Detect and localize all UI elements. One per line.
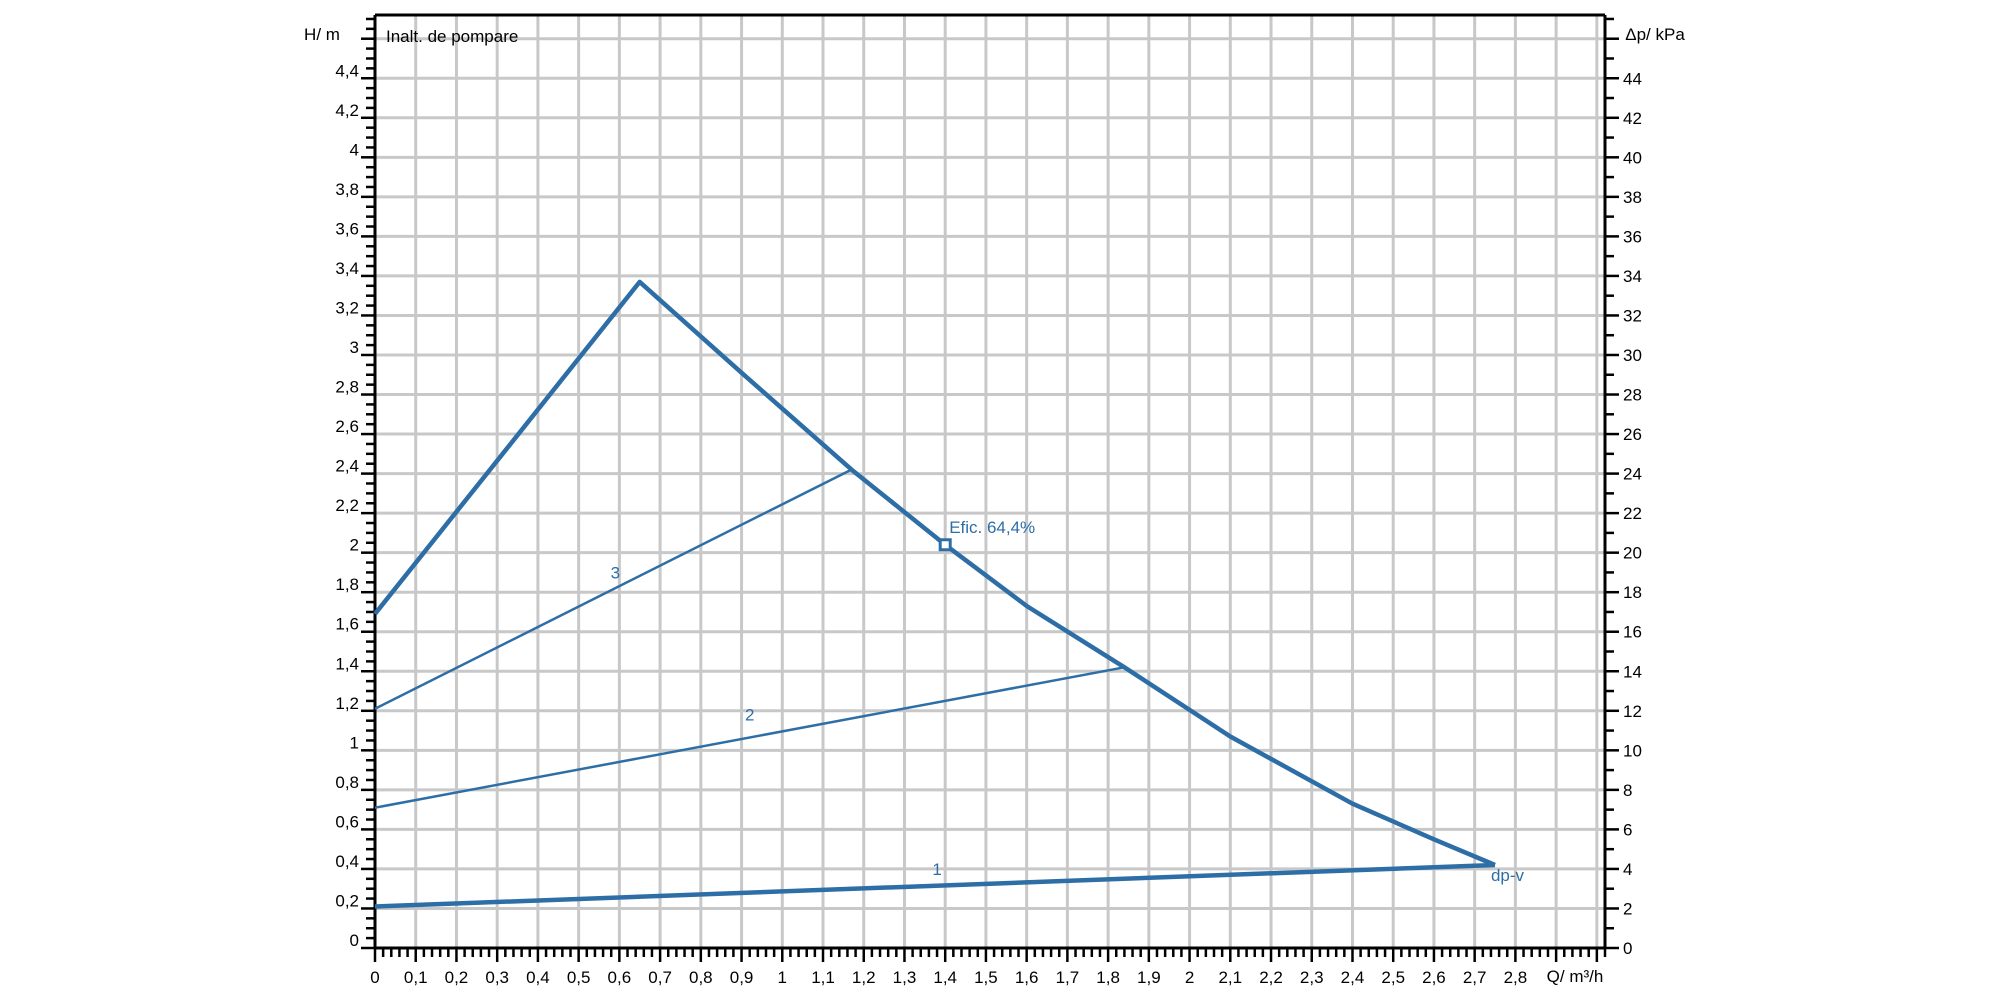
x-tick-label: 0,2: [445, 968, 469, 987]
y-right-tick-label: 26: [1623, 425, 1642, 444]
x-tick-label: 0,9: [730, 968, 754, 987]
series-line-dp-v: [373, 279, 1496, 868]
series-line-2: [374, 666, 1125, 809]
y-right-tick-label: 6: [1623, 820, 1632, 839]
x-tick-label: 1,1: [811, 968, 835, 987]
axes: 0 0,1 0,2 0,3 0,4 0,5 0,6 0,7 0,8 0,9 1 1,1 1,2 1,3 1,…: [335, 13, 1642, 987]
y-tick-label: 3,8: [335, 180, 359, 199]
x-tick-label: 1,4: [933, 968, 957, 987]
x-tick-label: 2: [1185, 968, 1194, 987]
x-tick-label: 2,4: [1341, 968, 1365, 987]
y-right-tick-label: 32: [1623, 306, 1642, 325]
series-label-3: 3: [611, 563, 620, 582]
x-tick-label: 1,5: [974, 968, 998, 987]
series-group: [373, 279, 1496, 909]
labels-group: 3 2 1 dp-v Efic. 64,4%: [611, 518, 1525, 885]
grid: [375, 15, 1605, 948]
x-tick-label: 0,3: [485, 968, 509, 987]
y-right-tick-label: 44: [1623, 69, 1642, 88]
x-tick-label: 1,7: [1056, 968, 1080, 987]
y-right-tick-label: 36: [1623, 227, 1642, 246]
y-tick-label: 2,6: [335, 417, 359, 436]
y-tick-label: 4,2: [335, 101, 359, 120]
y-right-tick-label: 24: [1623, 465, 1642, 484]
y-right-tick-label: 20: [1623, 544, 1642, 563]
x-tick-label: 2,7: [1463, 968, 1487, 987]
y-tick-label: 0,6: [335, 812, 359, 831]
y-tick-label: 3,6: [335, 219, 359, 238]
x-tick-label: 2,8: [1504, 968, 1528, 987]
x-tick-label: 0,4: [526, 968, 550, 987]
y-right-tick-label: 38: [1623, 188, 1642, 207]
x-axis-label: Q/ m³/h: [1547, 967, 1604, 986]
y-right-tick-label: 8: [1623, 781, 1632, 800]
series-label-dp-v: dp-v: [1491, 866, 1525, 885]
x-tick-label: 0,7: [648, 968, 672, 987]
y-tick-label: 2,8: [335, 378, 359, 397]
y-tick-label: 1,4: [335, 654, 359, 673]
x-tick-label: 0,6: [608, 968, 632, 987]
y-right-tick-label: 42: [1623, 109, 1642, 128]
x-tick-label: 1,9: [1137, 968, 1161, 987]
series-line-1: [374, 862, 1496, 909]
x-tick-label: 2,3: [1300, 968, 1324, 987]
y-right-tick-label: 14: [1623, 662, 1642, 681]
y-tick-label: 3,2: [335, 298, 359, 317]
x-tick-label: 1: [778, 968, 787, 987]
y-right-tick-label: 16: [1623, 623, 1642, 642]
x-tick-label: 0,8: [689, 968, 713, 987]
y-right-tick-label: 2: [1623, 899, 1632, 918]
y-right-tick-label: 10: [1623, 741, 1642, 760]
x-tick-label: 0,1: [404, 968, 428, 987]
y-tick-label: 4: [350, 140, 359, 159]
y-tick-label: 1: [350, 733, 359, 752]
x-tick-label: 2,2: [1259, 968, 1283, 987]
y-tick-label: 0,2: [335, 891, 359, 910]
y-tick-label: 1,2: [335, 694, 359, 713]
y-right-tick-label: 34: [1623, 267, 1642, 286]
x-tick-label: 1,2: [852, 968, 876, 987]
y-tick-label: 0: [350, 931, 359, 950]
series-label-2: 2: [745, 706, 754, 725]
y-tick-label: 0,8: [335, 773, 359, 792]
y-right-tick-label: 18: [1623, 583, 1642, 602]
y-axis-label: H/ m: [304, 25, 340, 44]
y-tick-label: 2: [350, 536, 359, 555]
y-tick-label: 4,4: [335, 61, 359, 80]
x-tick-label: 1,8: [1096, 968, 1120, 987]
y-right-tick-label: 22: [1623, 504, 1642, 523]
series-label-1: 1: [932, 860, 941, 879]
y-right-tick-label: 30: [1623, 346, 1642, 365]
x-tick-label: 2,5: [1381, 968, 1405, 987]
x-tick-label: 0,5: [567, 968, 591, 987]
y-tick-label: 3: [350, 338, 359, 357]
y-tick-label: 1,8: [335, 575, 359, 594]
series-line-3: [374, 468, 853, 710]
y-tick-label: 2,2: [335, 496, 359, 515]
y-right-tick-label: 40: [1623, 148, 1642, 167]
x-tick-label: 0: [370, 968, 379, 987]
y-tick-label: 0,4: [335, 852, 359, 871]
efficiency-label: Efic. 64,4%: [949, 518, 1035, 537]
x-tick-label: 2,1: [1218, 968, 1242, 987]
y-tick-label: 2,4: [335, 457, 359, 476]
x-tick-label: 2,6: [1422, 968, 1446, 987]
y-right-tick-label: 12: [1623, 702, 1642, 721]
y-tick-label: 1,6: [335, 615, 359, 634]
x-tick-label: 1,3: [893, 968, 917, 987]
y-right-tick-label: 0: [1623, 939, 1632, 958]
y-right-tick-label: 4: [1623, 860, 1632, 879]
x-tick-label: 1,6: [1015, 968, 1039, 987]
y-tick-label: 3,4: [335, 259, 359, 278]
y-right-tick-label: 28: [1623, 386, 1642, 405]
y-axis-right-label: Δp/ kPa: [1625, 25, 1685, 44]
chart-title: Inalt. de pompare: [386, 27, 518, 46]
efficiency-marker: [938, 538, 952, 552]
